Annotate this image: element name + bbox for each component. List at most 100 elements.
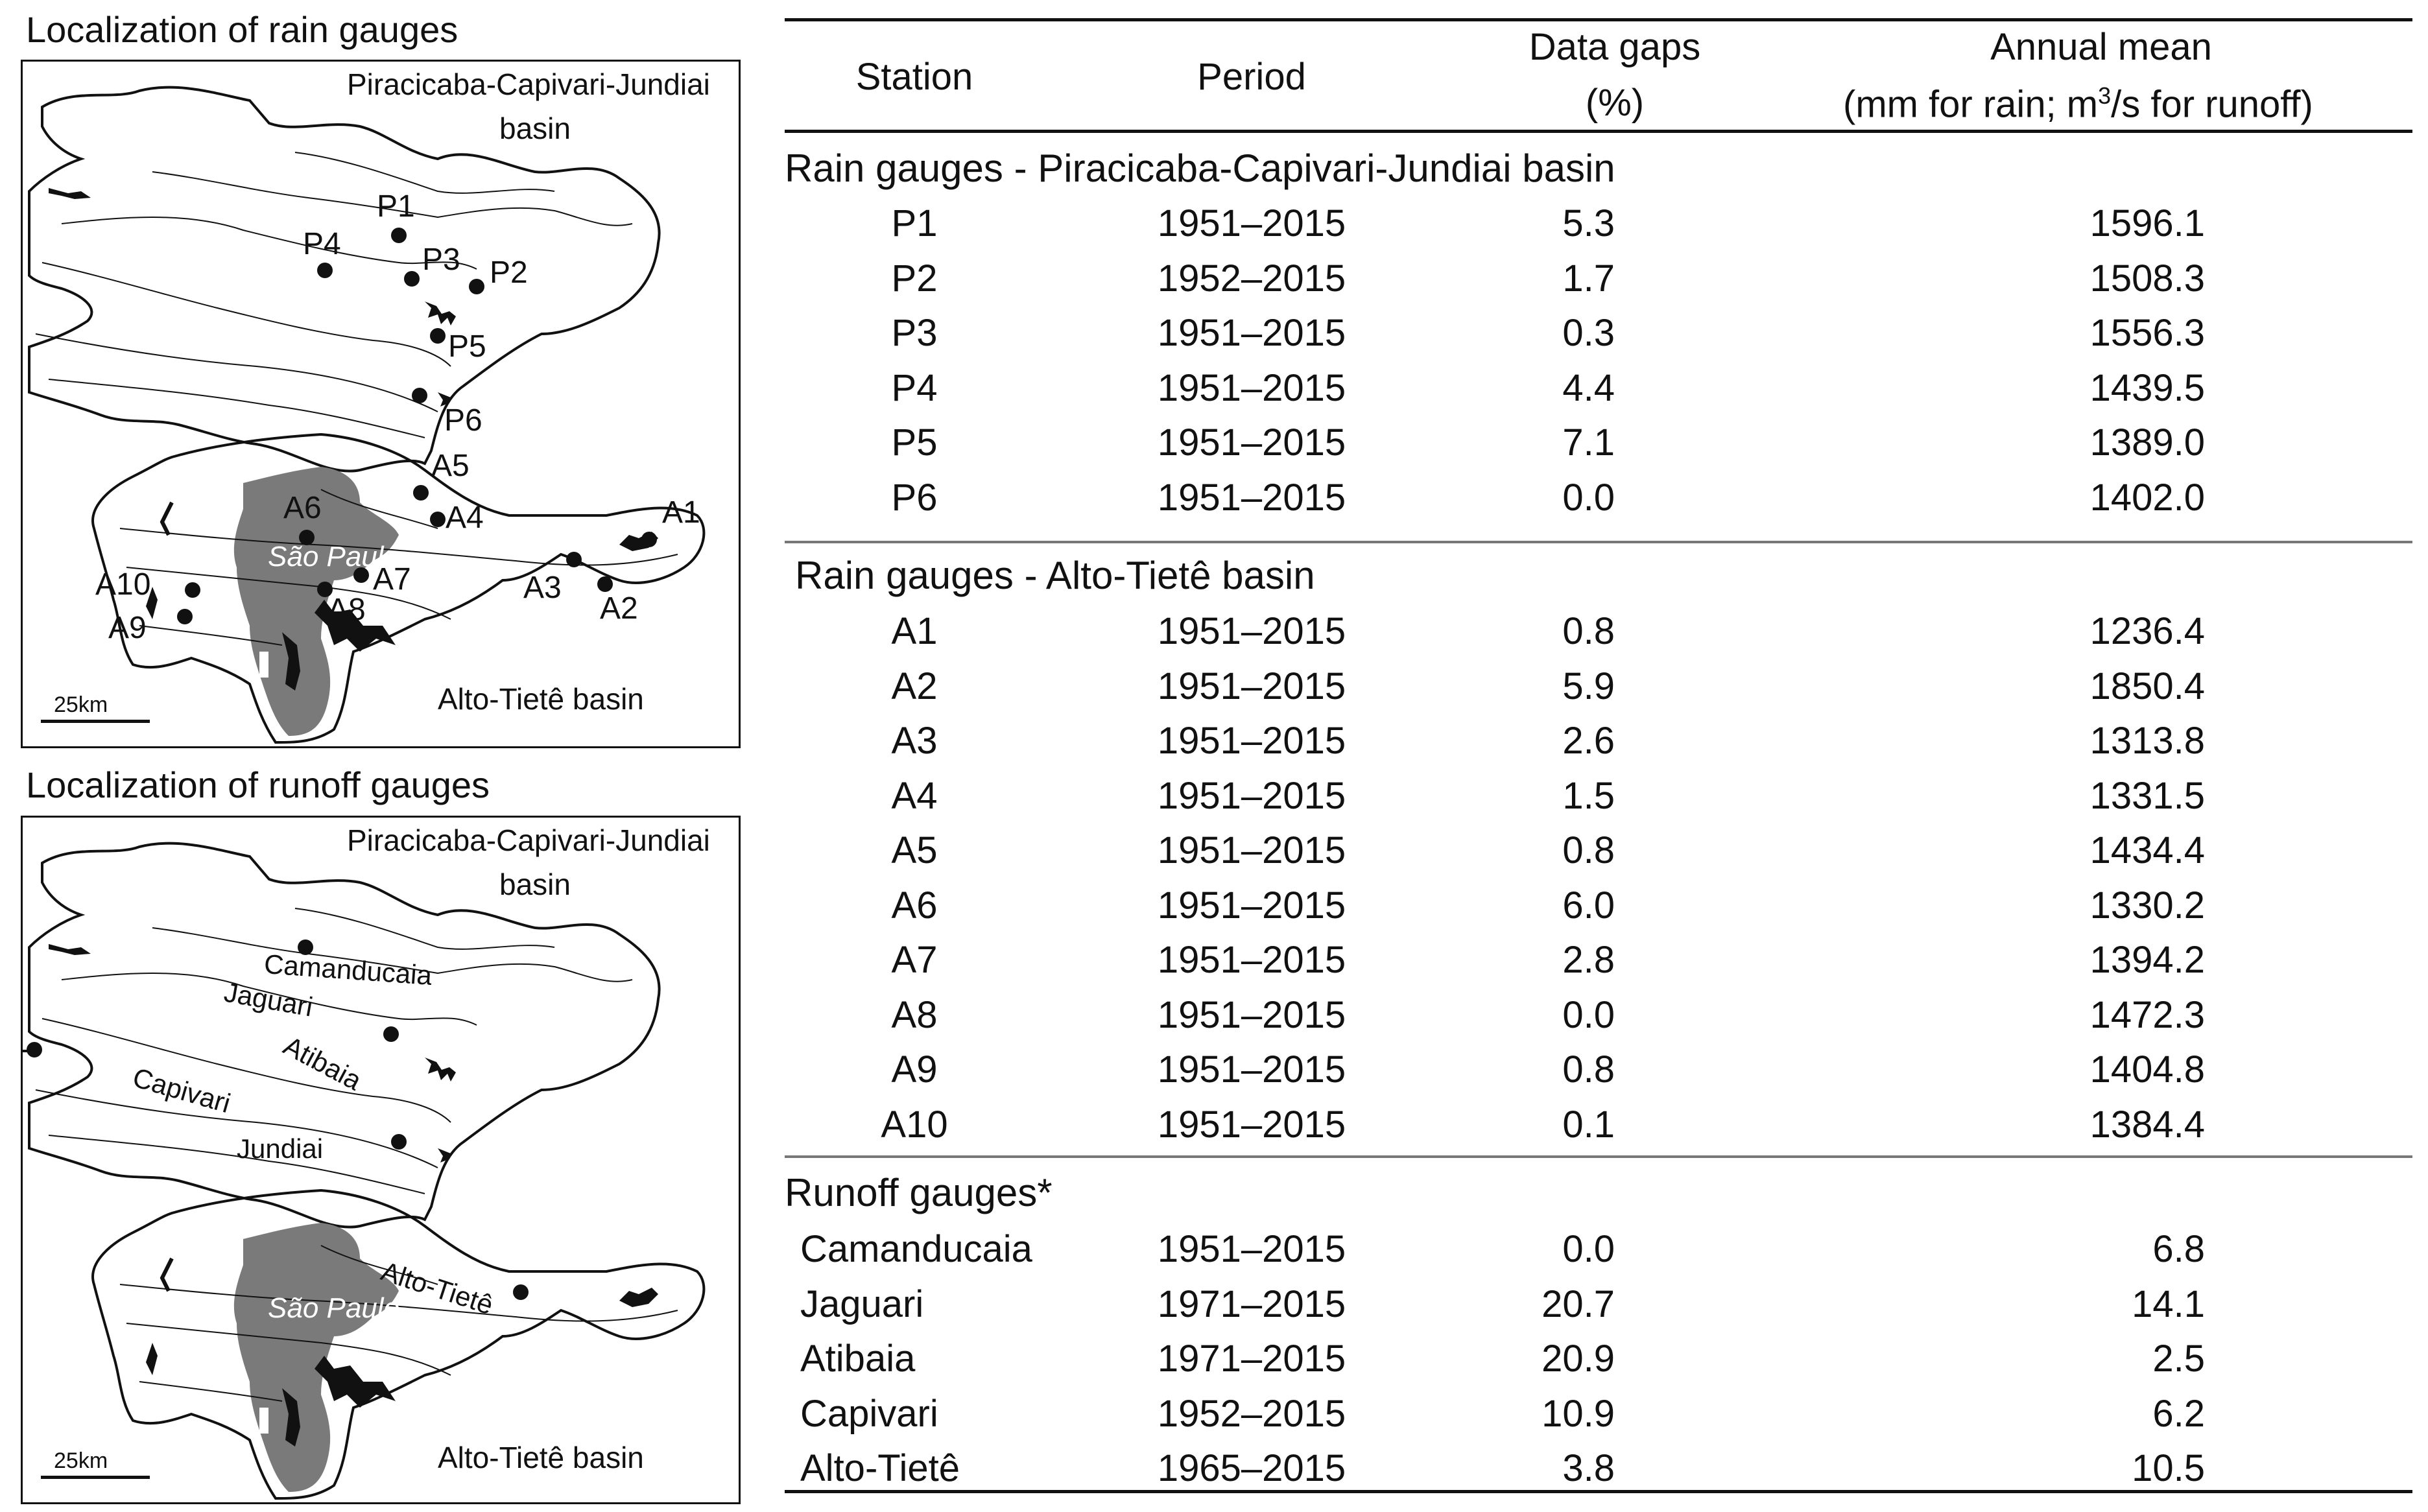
gauge-dot-p4 [317,263,333,278]
gauge-dot-a1 [641,532,657,547]
runoff-gauge-map: Piracicaba-Capivari-Jundiai basin Alto-T… [21,816,741,1504]
runoff-dot-jaguari [383,1026,399,1042]
gauge-dot-a4 [430,512,446,527]
row-station: Capivari [800,1392,938,1435]
gauge-label-p3: P3 [422,242,460,277]
alto-tiete-basin-outline-runoff [91,1188,706,1500]
row-gaps: 2.8 [1562,939,1615,981]
row-station: P5 [891,421,938,464]
row-mean: 10.5 [2132,1447,2205,1489]
row-gaps: 0.3 [1562,312,1615,354]
alto-tiete-basin-outline [91,432,706,744]
runoff-map-scale-label: 25km [54,1448,108,1473]
row-gaps: 0.8 [1562,610,1615,652]
runoff-dot-alto-tiete [513,1284,529,1300]
row-station: Atibaia [800,1338,916,1380]
gauge-label-a8: A8 [327,593,366,627]
row-period: 1951–2015 [1157,312,1346,354]
row-period: 1951–2015 [1157,1048,1346,1091]
row-mean: 1236.4 [2089,610,2205,652]
row-gaps: 7.1 [1562,421,1615,464]
row-mean: 1384.4 [2089,1103,2205,1146]
pcj-basin-outline-runoff [28,842,661,1229]
runoff-map-scale-bar [41,1476,150,1479]
row-period: 1951–2015 [1157,202,1346,244]
row-period: 1951–2015 [1157,1228,1346,1270]
river-label-jundiai: Jundiai [237,1133,324,1164]
row-period: 1951–2015 [1157,366,1346,409]
rain-gauge-map: Piracicaba-Capivari-Jundiai basin Alto-T… [21,60,741,748]
row-gaps: 6.0 [1562,884,1615,927]
runoff-map-pcj-label-2: basin [499,868,571,901]
gauge-dot-a6 [299,530,315,545]
row-station: A10 [881,1103,948,1146]
rain-map-scale-label: 25km [54,692,108,717]
gauge-label-p1: P1 [377,189,415,224]
header-period: Period [1197,56,1306,98]
row-station: P3 [891,312,938,354]
row-period: 1951–2015 [1157,421,1346,464]
row-period: 1971–2015 [1157,1282,1346,1325]
row-mean: 1389.0 [2089,421,2205,464]
runoff-map-pcj-label-1: Piracicaba-Capivari-Jundiai [347,823,710,857]
rain-map-sao-paulo-label: São Paulo [268,541,400,573]
gauge-dot-a2 [597,576,613,592]
gauge-label-p6: P6 [444,403,482,438]
rain-map-alto-tiete-label: Alto-Tietê basin [438,682,644,716]
runoff-map-sao-paulo-label: São Paulo [268,1292,400,1324]
row-gaps: 0.8 [1562,1048,1615,1091]
row-station: A1 [891,610,938,652]
row-period: 1951–2015 [1157,610,1346,652]
gauge-label-a7: A7 [373,562,411,597]
row-station: P4 [891,366,938,409]
gauge-dot-p3 [404,271,420,287]
row-station: A6 [891,884,938,927]
section-divider-1 [785,541,2412,543]
section-title-runoff: Runoff gauges* [785,1171,1053,1214]
row-station: Alto-Tietê [800,1447,960,1489]
rain-map-pcj-label-2: basin [499,112,571,145]
gauge-dot-a8 [317,582,333,597]
row-station: A7 [891,939,938,981]
row-mean: 1434.4 [2089,829,2205,871]
gauge-dot-a5 [413,485,429,501]
sao-paulo-area [233,467,399,736]
row-mean: 1850.4 [2089,665,2205,707]
row-gaps: 0.8 [1562,829,1615,871]
row-gaps: 0.0 [1562,993,1615,1036]
gauge-dot-a3 [566,552,582,567]
gauge-label-a6: A6 [283,491,322,525]
row-period: 1951–2015 [1157,1103,1346,1146]
row-period: 1951–2015 [1157,665,1346,707]
rain-map-pcj-label-1: Piracicaba-Capivari-Jundiai [347,67,710,101]
gauge-dot-p1 [391,228,407,243]
row-gaps: 0.0 [1562,476,1615,519]
row-station: A3 [891,720,938,762]
row-station: A2 [891,665,938,707]
row-station: Camanducaia [800,1228,1032,1270]
row-period: 1971–2015 [1157,1338,1346,1380]
rain-map-scale-bar [41,720,150,723]
row-gaps: 3.8 [1562,1447,1615,1489]
runoff-map-graphic [23,842,706,1500]
row-gaps: 0.0 [1562,1228,1615,1270]
row-mean: 1394.2 [2089,939,2205,981]
gauge-label-a4: A4 [446,501,484,535]
section-divider-2 [785,1155,2412,1158]
rain-map-title: Localization of rain gauges [26,9,458,50]
gauge-label-a10: A10 [95,567,151,602]
rain-map-graphic [28,86,706,744]
row-gaps: 4.4 [1562,366,1615,409]
row-period: 1951–2015 [1157,884,1346,927]
row-period: 1951–2015 [1157,720,1346,762]
row-station: P1 [891,202,938,244]
row-mean: 1402.0 [2089,476,2205,519]
row-mean: 1439.5 [2089,366,2205,409]
header-mean-2: (mm for rain; m3/s for runoff) [1843,82,2313,126]
gauge-label-a2: A2 [600,591,638,626]
rain-gauge-points [177,228,657,624]
gauge-label-a5: A5 [431,449,470,483]
row-mean: 1330.2 [2089,884,2205,927]
gauge-dot-a10 [185,582,200,598]
row-period: 1951–2015 [1157,993,1346,1036]
